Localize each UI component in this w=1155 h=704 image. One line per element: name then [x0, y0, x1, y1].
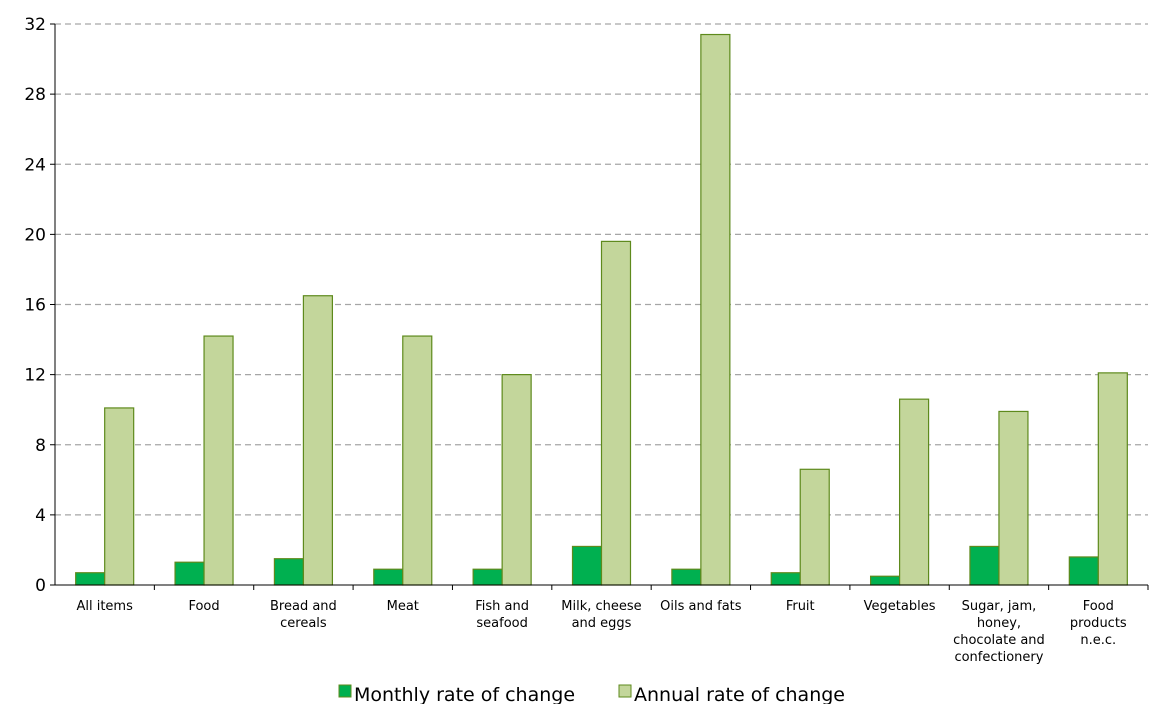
bar-monthly: [75, 572, 106, 586]
y-tick-label: 8: [35, 436, 46, 456]
bar-monthly: [174, 561, 205, 586]
x-tick-label: All items: [76, 599, 133, 614]
bar-annual: [402, 335, 433, 586]
legend-label-monthly: Monthly rate of change: [354, 684, 575, 704]
bar-annual: [104, 407, 135, 586]
y-axis-ticks: 0 4 8 12 16 20 24 28 32: [24, 15, 55, 596]
x-tick-label: Bread and cereals: [270, 599, 337, 631]
x-tick-label: Milk, cheese and eggs: [561, 599, 641, 631]
y-tick-label: 4: [35, 506, 46, 526]
legend-swatch-annual: [618, 684, 632, 698]
legend-swatch-monthly: [338, 684, 352, 698]
x-tick-label: Meat: [387, 599, 419, 614]
bar-monthly: [373, 568, 404, 586]
y-tick-label: 16: [24, 296, 46, 316]
bar-monthly: [969, 545, 1000, 586]
legend-label-annual: Annual rate of change: [634, 684, 845, 704]
bar-annual: [600, 240, 632, 586]
bar-monthly: [472, 568, 503, 586]
x-tick-label: Food: [188, 599, 219, 614]
bar-monthly: [671, 568, 702, 586]
x-tick-label: Fish and seafood: [475, 599, 529, 631]
bar-monthly: [571, 545, 603, 586]
bar-annual: [898, 398, 930, 586]
bar-annual: [1097, 372, 1128, 586]
bar-monthly: [1068, 556, 1099, 586]
bar-annual: [998, 410, 1029, 586]
x-tick-label: Vegetables: [864, 599, 936, 614]
x-tick-label: Food products n.e.c.: [1070, 599, 1127, 648]
x-tick-label: Oils and fats: [660, 599, 742, 614]
bar-monthly: [273, 558, 305, 586]
y-tick-label: 24: [24, 155, 46, 175]
bar-annual: [799, 468, 830, 586]
y-tick-label: 0: [35, 576, 46, 596]
y-tick-label: 12: [24, 366, 46, 386]
bar-annual: [203, 335, 234, 586]
x-tick-label: Fruit: [786, 599, 815, 614]
bar-annual: [501, 374, 532, 586]
gridlines: [55, 23, 1148, 516]
y-tick-label: 28: [24, 85, 46, 105]
bar-monthly: [869, 575, 901, 586]
x-tick-label: Sugar, jam, honey, chocolate and confection…: [953, 599, 1045, 665]
legend: Monthly rate of change Annual rate of ch…: [338, 684, 845, 704]
bars: [75, 33, 1128, 586]
bar-monthly: [770, 572, 801, 586]
bar-annual: [700, 33, 731, 586]
y-tick-label: 20: [24, 225, 46, 245]
y-tick-label: 32: [24, 15, 46, 35]
x-axis-ticks: All items Food Bread and cereals Meat Fish an…: [76, 599, 1126, 665]
bar-annual: [302, 295, 334, 586]
